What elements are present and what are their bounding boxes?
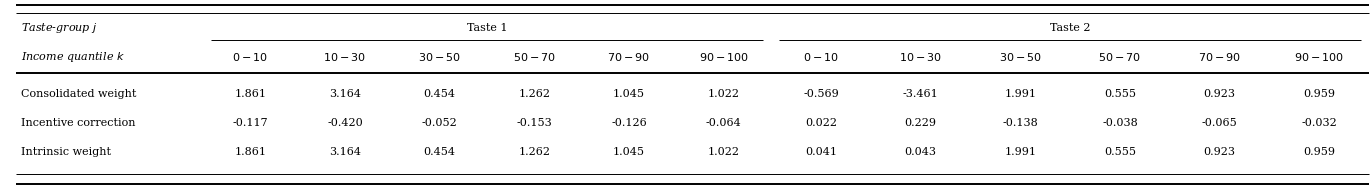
Text: $70-90$: $70-90$ [1198, 51, 1242, 63]
Text: -0.032: -0.032 [1302, 118, 1338, 128]
Text: -0.153: -0.153 [516, 118, 553, 128]
Text: Taste-group $j$: Taste-group $j$ [21, 21, 97, 35]
Text: 1.861: 1.861 [235, 89, 266, 99]
Text: 1.262: 1.262 [519, 89, 550, 99]
Text: -0.064: -0.064 [705, 118, 742, 128]
Text: 1.991: 1.991 [1004, 147, 1036, 157]
Text: $90-100$: $90-100$ [698, 51, 749, 63]
Text: 0.923: 0.923 [1203, 147, 1236, 157]
Text: -0.065: -0.065 [1202, 118, 1238, 128]
Text: -0.052: -0.052 [421, 118, 458, 128]
Text: -0.117: -0.117 [233, 118, 268, 128]
Text: 1.861: 1.861 [235, 147, 266, 157]
Text: $10-30$: $10-30$ [324, 51, 366, 63]
Text: -0.138: -0.138 [1003, 118, 1039, 128]
Text: 0.555: 0.555 [1104, 147, 1136, 157]
Text: $30-50$: $30-50$ [999, 51, 1041, 63]
Text: 0.454: 0.454 [424, 147, 456, 157]
Text: 1.022: 1.022 [708, 147, 740, 157]
Text: -3.461: -3.461 [903, 89, 938, 99]
Text: 0.043: 0.043 [904, 147, 937, 157]
Text: Incentive correction: Incentive correction [21, 118, 134, 128]
Text: $90-100$: $90-100$ [1294, 51, 1345, 63]
Text: Income quantile $k$: Income quantile $k$ [21, 50, 125, 64]
Text: 0.229: 0.229 [904, 118, 937, 128]
Text: -0.126: -0.126 [611, 118, 648, 128]
Text: -0.038: -0.038 [1102, 118, 1137, 128]
Text: 3.164: 3.164 [329, 147, 361, 157]
Text: $10-30$: $10-30$ [899, 51, 943, 63]
Text: 0.959: 0.959 [1303, 147, 1335, 157]
Text: 3.164: 3.164 [329, 89, 361, 99]
Text: $30-50$: $30-50$ [418, 51, 461, 63]
Text: 0.555: 0.555 [1104, 89, 1136, 99]
Text: 0.923: 0.923 [1203, 89, 1236, 99]
Text: $50-70$: $50-70$ [1099, 51, 1142, 63]
Text: 0.454: 0.454 [424, 89, 456, 99]
Text: 0.041: 0.041 [805, 147, 837, 157]
Text: $50-70$: $50-70$ [513, 51, 556, 63]
Text: $0-10$: $0-10$ [232, 51, 269, 63]
Text: 0.022: 0.022 [805, 118, 837, 128]
Text: Consolidated weight: Consolidated weight [21, 89, 136, 99]
Text: 1.991: 1.991 [1004, 89, 1036, 99]
Text: Intrinsic weight: Intrinsic weight [21, 147, 111, 157]
Text: -0.569: -0.569 [803, 89, 838, 99]
Text: -0.420: -0.420 [327, 118, 364, 128]
Text: 1.045: 1.045 [613, 147, 645, 157]
Text: Taste 2: Taste 2 [1050, 23, 1091, 33]
Text: 1.045: 1.045 [613, 89, 645, 99]
Text: 0.959: 0.959 [1303, 89, 1335, 99]
Text: $70-90$: $70-90$ [608, 51, 650, 63]
Text: $0-10$: $0-10$ [803, 51, 838, 63]
Text: 1.022: 1.022 [708, 89, 740, 99]
Text: 1.262: 1.262 [519, 147, 550, 157]
Text: Taste 1: Taste 1 [466, 23, 508, 33]
